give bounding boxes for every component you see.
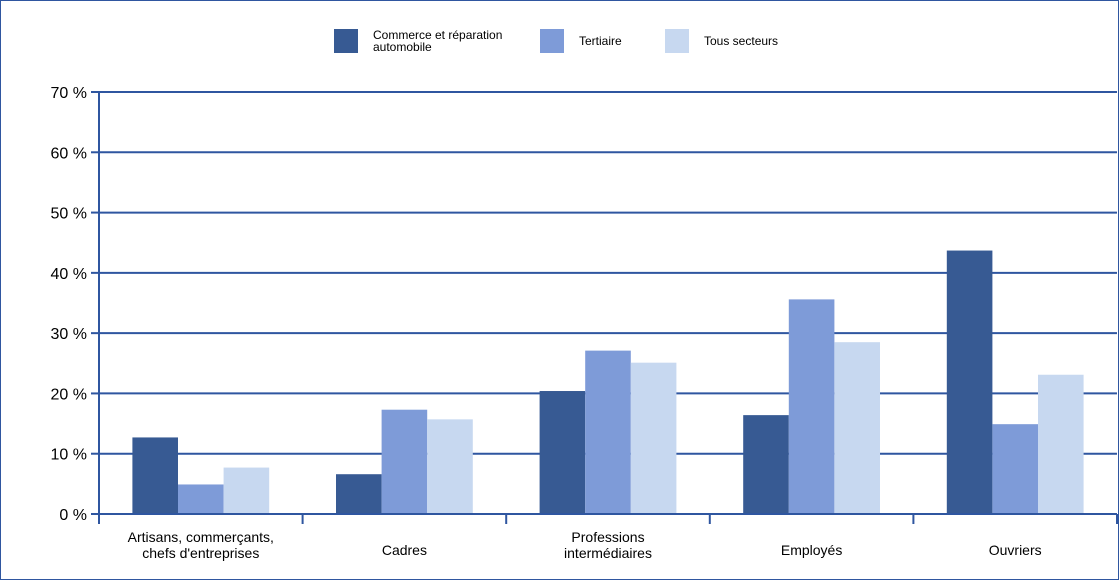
bar xyxy=(539,391,586,514)
y-tick-label: 30 % xyxy=(51,326,87,343)
bar xyxy=(381,409,428,514)
y-tick-label: 60 % xyxy=(51,145,87,162)
category-label: Employés xyxy=(781,542,842,558)
bar xyxy=(336,474,382,514)
legend-label: Tous secteurs xyxy=(704,34,778,48)
category-label-line: Employés xyxy=(781,542,842,558)
y-tick-label: 20 % xyxy=(51,386,87,403)
y-tick-labels: 0 % 10 % 20 % 30 % 40 % 50 % 60 % 70 % xyxy=(51,85,87,524)
y-tick-label: 0 % xyxy=(59,507,87,524)
legend: Commerce et réparation automobile Tertiair… xyxy=(334,28,778,54)
bar xyxy=(427,419,473,514)
axes xyxy=(91,92,1118,524)
legend-swatch xyxy=(334,29,358,53)
bars xyxy=(132,250,1084,514)
bar xyxy=(630,362,677,514)
bar xyxy=(743,415,789,514)
category-label: Artisans, commerçants, chefs d'entreprise… xyxy=(128,529,274,561)
bar xyxy=(223,467,270,514)
category-label-line: Ouvriers xyxy=(989,542,1042,558)
legend-label: Commerce et réparation automobile xyxy=(373,28,502,54)
y-tick-label: 70 % xyxy=(51,85,87,102)
category-label-line: Artisans, commerçants, xyxy=(128,529,274,545)
category-label-line: Cadres xyxy=(382,542,427,558)
legend-label-line: Tertiaire xyxy=(579,34,622,48)
category-label-line: intermédiaires xyxy=(564,545,652,561)
category-label: Cadres xyxy=(382,542,427,558)
bar xyxy=(178,484,224,514)
category-label: Professions intermédiaires xyxy=(564,529,652,561)
bar xyxy=(132,437,178,514)
legend-swatch xyxy=(665,29,689,53)
legend-label-line: automobile xyxy=(373,40,432,54)
y-tick-label: 40 % xyxy=(51,266,87,283)
bar xyxy=(1038,374,1084,514)
legend-label-line: Commerce et réparation xyxy=(373,28,502,42)
bar xyxy=(992,424,1038,514)
legend-swatch xyxy=(540,29,564,53)
bar xyxy=(788,299,835,514)
bar xyxy=(585,350,631,514)
category-labels: Artisans, commerçants, chefs d'entreprise… xyxy=(128,529,1042,561)
category-label-line: chefs d'entreprises xyxy=(142,545,259,561)
bar xyxy=(834,342,880,514)
category-label: Ouvriers xyxy=(989,542,1042,558)
legend-label: Tertiaire xyxy=(579,34,622,48)
y-tick-label: 10 % xyxy=(51,447,87,464)
bar xyxy=(946,250,993,514)
y-tick-label: 50 % xyxy=(51,206,87,223)
category-label-line: Professions xyxy=(571,529,644,545)
legend-label-line: Tous secteurs xyxy=(704,34,778,48)
